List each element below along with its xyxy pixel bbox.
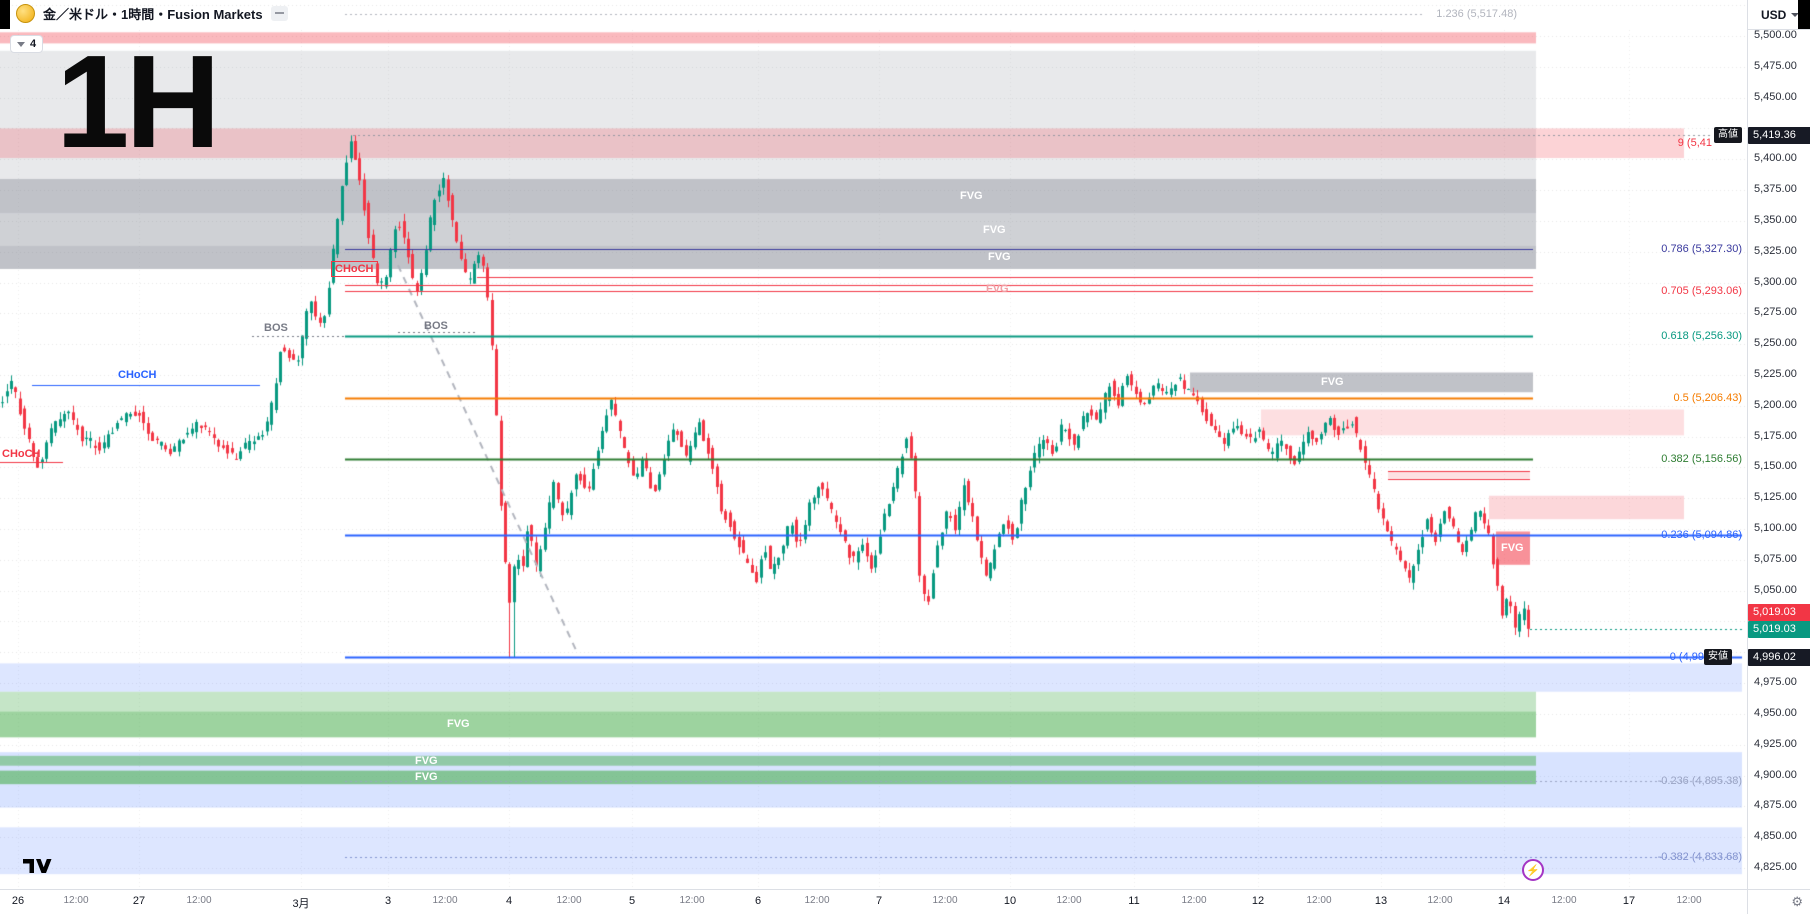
price-tick-label: 4,875.00 xyxy=(1754,799,1797,812)
time-tick-label: 13 xyxy=(1374,895,1388,907)
price-tick-label: 5,450.00 xyxy=(1754,90,1797,103)
price-tick-label: 5,150.00 xyxy=(1754,460,1797,473)
price-tick-label: 5,275.00 xyxy=(1754,306,1797,319)
price-tick-label: 5,350.00 xyxy=(1754,213,1797,226)
time-tick-label: 3月 xyxy=(292,898,310,910)
price-tick-label: 5,375.00 xyxy=(1754,183,1797,196)
time-tick-label: 12:00 xyxy=(556,895,582,906)
symbol-collapse-icon[interactable] xyxy=(270,6,288,21)
time-tick-label: 12:00 xyxy=(1181,895,1207,906)
price-tick-label: 5,200.00 xyxy=(1754,398,1797,411)
gold-coin-icon xyxy=(16,4,35,23)
price-tick-label: 4,925.00 xyxy=(1754,737,1797,750)
price-tick-label: 5,075.00 xyxy=(1754,552,1797,565)
price-axis-header[interactable]: USD xyxy=(1748,0,1810,30)
time-tick-label: 6 xyxy=(754,895,762,907)
gear-icon[interactable]: ⚙ xyxy=(1791,894,1803,909)
price-tick-label: 4,975.00 xyxy=(1754,676,1797,689)
price-tick-label: 5,475.00 xyxy=(1754,59,1797,72)
time-tick-label: 14 xyxy=(1497,895,1511,907)
time-tick-label: 12:00 xyxy=(186,895,212,906)
price-tick-label: 5,175.00 xyxy=(1754,429,1797,442)
timeframe-watermark: 1H xyxy=(56,28,221,175)
price-tick-label: 5,100.00 xyxy=(1754,522,1797,535)
currency-label: USD xyxy=(1761,7,1787,22)
price-tick-label: 4,900.00 xyxy=(1754,768,1797,781)
price-tag: 5,019.03 xyxy=(1748,620,1810,638)
price-tick-label: 5,250.00 xyxy=(1754,337,1797,350)
time-tick-label: 12:00 xyxy=(679,895,705,906)
time-tick-label: 12 xyxy=(1251,895,1265,907)
price-tag: 5,419.36 xyxy=(1748,127,1810,145)
time-tick-label: 7 xyxy=(875,895,883,907)
time-tick-label: 26 xyxy=(11,895,25,907)
price-tick-label: 4,950.00 xyxy=(1754,706,1797,719)
time-axis-labels: 26 12:00 27 12:00 3月 3 12:00 4 12:00 5 12:00 6 12:00… xyxy=(0,890,1747,914)
price-tick-label: 4,825.00 xyxy=(1754,861,1797,873)
time-tick-label: 12:00 xyxy=(1306,895,1332,906)
time-tick-label: 5 xyxy=(628,895,636,907)
time-tick-label: 3 xyxy=(384,895,392,907)
symbol-title[interactable]: 金／米ドル・1時間・Fusion Markets xyxy=(43,7,263,22)
price-tick-label: 5,400.00 xyxy=(1754,152,1797,165)
time-tick-label: 27 xyxy=(132,895,146,907)
price-tick-label: 5,125.00 xyxy=(1754,491,1797,504)
price-tag: 4,996.02 xyxy=(1748,649,1810,667)
time-tick-label: 12:00 xyxy=(432,895,458,906)
chevron-down-icon xyxy=(17,41,25,47)
price-tick-label: 5,050.00 xyxy=(1754,583,1797,596)
price-tick-label: 5,300.00 xyxy=(1754,275,1797,288)
tradingview-logo[interactable] xyxy=(22,856,52,876)
time-tick-label: 12:00 xyxy=(804,895,830,906)
time-axis[interactable]: 26 12:00 27 12:00 3月 3 12:00 4 12:00 5 12:00 6 12:00… xyxy=(0,889,1747,914)
price-tick-label: 4,850.00 xyxy=(1754,830,1797,843)
legend-row-count: 4 xyxy=(30,38,37,50)
price-tick-label: 5,500.00 xyxy=(1754,29,1797,41)
price-tag: 5,019.03 xyxy=(1748,603,1810,621)
axis-corner-cell: ⚙ xyxy=(1747,889,1810,914)
time-tick-label: 11 xyxy=(1128,895,1140,907)
time-tick-label: 12:00 xyxy=(1056,895,1082,906)
price-axis-labels: 5,500.00 5,475.00 5,450.00 5,400.00 5,375.00… xyxy=(1748,0,1810,914)
legend-collapse-badge[interactable]: 4 xyxy=(10,35,44,53)
time-tick-label: 12:00 xyxy=(1551,895,1577,906)
symbol-row[interactable]: 金／米ドル・1時間・Fusion Markets xyxy=(16,4,288,23)
price-axis[interactable]: USD 5,500.00 5,475.00 5,450.00 5,400.00 5,37… xyxy=(1747,0,1810,914)
time-tick-label: 12:00 xyxy=(1427,895,1453,906)
lightning-icon[interactable]: ⚡ xyxy=(1522,859,1544,881)
time-tick-label: 17 xyxy=(1622,895,1636,907)
time-tick-label: 12:00 xyxy=(932,895,958,906)
price-tick-label: 5,325.00 xyxy=(1754,244,1797,257)
time-tick-label: 4 xyxy=(505,895,513,907)
price-tick-label: 5,225.00 xyxy=(1754,367,1797,380)
lightning-glyph: ⚡ xyxy=(1526,864,1540,877)
time-tick-label: 12:00 xyxy=(63,895,89,906)
chevron-down-icon xyxy=(1791,12,1800,17)
time-tick-label: 12:00 xyxy=(1676,895,1702,906)
time-tick-label: 10 xyxy=(1003,895,1017,907)
